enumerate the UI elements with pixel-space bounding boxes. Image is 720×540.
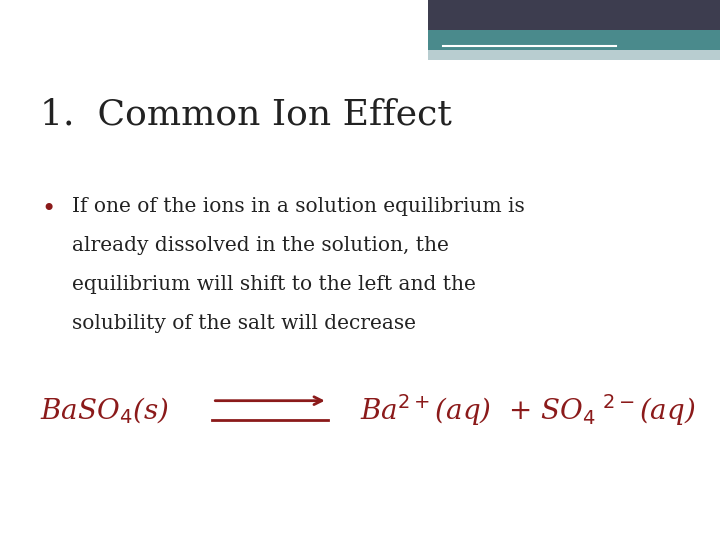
Text: BaSO$_4$(s): BaSO$_4$(s) <box>40 395 168 426</box>
Text: already dissolved in the solution, the: already dissolved in the solution, the <box>72 236 449 255</box>
Text: Ba$^{2+}$(aq)  + SO$_4$$^{\ 2-}$(aq): Ba$^{2+}$(aq) + SO$_4$$^{\ 2-}$(aq) <box>360 393 696 428</box>
Text: •: • <box>42 197 56 221</box>
Text: If one of the ions in a solution equilibrium is: If one of the ions in a solution equilib… <box>72 197 525 216</box>
Text: 1.  Common Ion Effect: 1. Common Ion Effect <box>40 97 451 131</box>
Text: equilibrium will shift to the left and the: equilibrium will shift to the left and t… <box>72 275 476 294</box>
Text: solubility of the salt will decrease: solubility of the salt will decrease <box>72 314 416 333</box>
